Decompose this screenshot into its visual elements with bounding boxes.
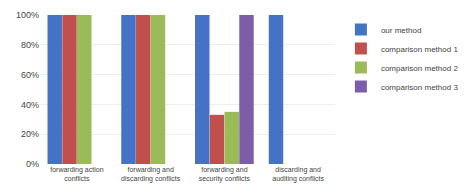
svg-text:forwarding andsecurity conflic: forwarding andsecurity conflicts <box>199 166 251 183</box>
svg-text:discarding andauditing conflic: discarding andauditing conflicts <box>272 166 324 183</box>
svg-text:comparison method 3: comparison method 3 <box>381 83 458 92</box>
svg-text:40%: 40% <box>21 100 39 110</box>
svg-text:20%: 20% <box>21 129 39 139</box>
svg-text:comparison method 1: comparison method 1 <box>381 45 458 54</box>
svg-text:comparison method 2: comparison method 2 <box>381 64 458 73</box>
svg-text:forwarding actionconflicts: forwarding actionconflicts <box>50 166 103 182</box>
svg-text:0%: 0% <box>26 159 39 169</box>
svg-text:forwarding anddiscarding confl: forwarding anddiscarding conflicts <box>121 166 181 183</box>
svg-text:100%: 100% <box>16 10 39 20</box>
svg-text:60%: 60% <box>21 70 39 80</box>
svg-text:our method: our method <box>381 26 421 35</box>
svg-text:80%: 80% <box>21 40 39 50</box>
